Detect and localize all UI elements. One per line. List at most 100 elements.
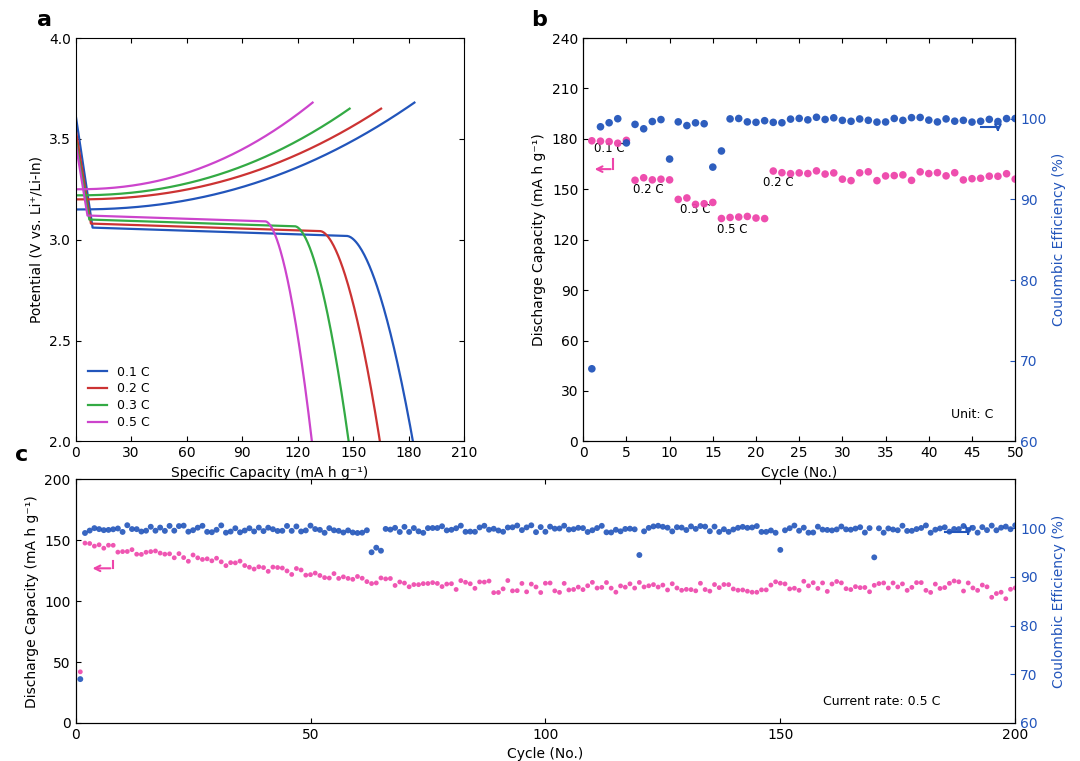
Point	[592, 135, 609, 148]
Point	[1007, 113, 1024, 125]
Point	[523, 519, 540, 531]
Point	[739, 522, 756, 534]
Point	[974, 579, 991, 591]
Point	[781, 583, 798, 595]
Point	[626, 174, 644, 186]
Point	[908, 523, 926, 535]
Point	[391, 526, 408, 538]
Point	[765, 116, 782, 129]
Point	[678, 583, 696, 595]
Point	[713, 212, 730, 224]
Point	[955, 174, 972, 186]
Point	[105, 540, 122, 552]
Point	[410, 525, 428, 537]
Point	[137, 546, 154, 559]
Point	[786, 582, 804, 594]
Text: c: c	[14, 445, 28, 465]
Point	[913, 522, 930, 534]
0.3 C	[267, 148, 280, 158]
Point	[617, 581, 634, 594]
Point	[424, 577, 442, 589]
Point	[889, 581, 906, 593]
Point	[1007, 519, 1024, 531]
Point	[936, 581, 954, 594]
Point	[729, 584, 746, 597]
Point	[842, 584, 860, 596]
Point	[165, 524, 183, 537]
Point	[959, 577, 976, 589]
Point	[551, 522, 568, 534]
Point	[678, 524, 696, 536]
Point	[870, 578, 888, 590]
Point	[654, 579, 672, 591]
Point	[654, 521, 672, 533]
Point	[401, 526, 418, 538]
Point	[661, 174, 678, 186]
Point	[71, 673, 89, 685]
Point	[147, 545, 164, 557]
Point	[816, 113, 834, 126]
Point	[161, 548, 178, 560]
Point	[129, 523, 146, 535]
Point	[583, 576, 600, 588]
Point	[227, 557, 244, 569]
Point	[81, 537, 98, 549]
Point	[678, 119, 696, 132]
Point	[697, 584, 714, 596]
Point	[635, 581, 652, 593]
Point	[95, 524, 112, 537]
Point	[537, 526, 554, 538]
Point	[433, 521, 450, 533]
Point	[631, 576, 648, 588]
Point	[321, 572, 338, 584]
Point	[941, 578, 958, 590]
Point	[481, 524, 498, 536]
Point	[598, 526, 616, 538]
Point	[959, 524, 976, 536]
0.3 C	[69, 191, 82, 200]
Point	[875, 577, 892, 589]
Point	[823, 524, 840, 537]
Point	[931, 582, 948, 594]
Point	[673, 521, 690, 533]
Point	[345, 573, 362, 585]
Point	[922, 586, 940, 598]
Point	[443, 578, 460, 590]
Point	[946, 167, 963, 179]
Y-axis label: Potential (V vs. Li⁺/Li-In): Potential (V vs. Li⁺/Li-In)	[29, 156, 43, 323]
Point	[609, 137, 626, 149]
Point	[429, 578, 446, 590]
Point	[652, 113, 670, 126]
Point	[467, 526, 484, 538]
Point	[189, 552, 206, 564]
Point	[825, 167, 842, 179]
0.3 C	[242, 160, 255, 169]
Point	[988, 524, 1005, 537]
Point	[767, 527, 784, 539]
Point	[123, 523, 140, 535]
Point	[575, 584, 592, 596]
Point	[193, 553, 211, 565]
Point	[687, 116, 704, 129]
Point	[612, 525, 630, 537]
Point	[495, 526, 512, 538]
0.5 C	[306, 98, 319, 107]
Point	[692, 577, 710, 589]
Point	[509, 584, 526, 597]
Point	[316, 572, 334, 584]
Point	[739, 210, 756, 222]
Point	[217, 559, 234, 572]
Point	[395, 577, 413, 589]
Point	[963, 116, 981, 128]
Point	[618, 134, 635, 146]
Point	[913, 577, 930, 589]
Point	[635, 525, 652, 537]
Point	[433, 581, 450, 593]
Point	[842, 115, 860, 127]
Point	[175, 552, 192, 564]
Point	[828, 524, 846, 536]
Point	[756, 115, 773, 127]
Point	[678, 192, 696, 204]
Point	[381, 524, 399, 536]
Point	[119, 519, 136, 531]
